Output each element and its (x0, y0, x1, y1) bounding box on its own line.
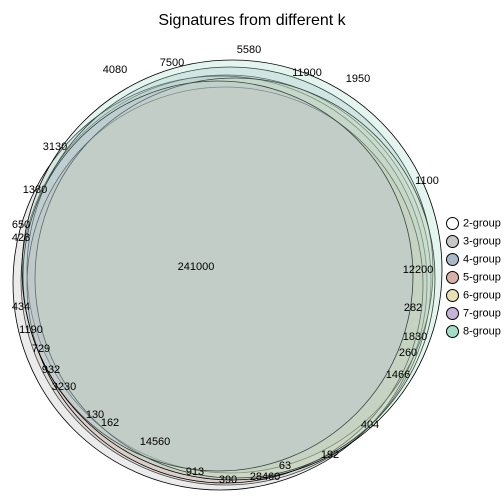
legend-swatch-icon (446, 307, 459, 320)
legend-label: 3-group (463, 236, 501, 248)
legend-item: 4-group (446, 253, 501, 266)
legend-item: 5-group (446, 271, 501, 284)
legend-item: 3-group (446, 235, 501, 248)
legend-label: 2-group (463, 218, 501, 230)
legend-label: 4-group (463, 254, 501, 266)
venn-svg (0, 0, 504, 504)
venn-circle (22, 60, 442, 480)
chart-stage: Signatures from different k 241000558011… (0, 0, 504, 504)
legend-item: 7-group (446, 307, 501, 320)
legend-swatch-icon (446, 253, 459, 266)
legend-swatch-icon (446, 235, 459, 248)
legend-item: 8-group (446, 325, 501, 338)
legend-swatch-icon (446, 325, 459, 338)
legend-label: 5-group (463, 272, 501, 284)
legend-label: 6-group (463, 290, 501, 302)
legend-swatch-icon (446, 271, 459, 284)
legend-label: 7-group (463, 308, 501, 320)
legend-label: 8-group (463, 326, 501, 338)
legend-item: 6-group (446, 289, 501, 302)
legend-swatch-icon (446, 217, 459, 230)
legend-item: 2-group (446, 217, 501, 230)
legend-swatch-icon (446, 289, 459, 302)
